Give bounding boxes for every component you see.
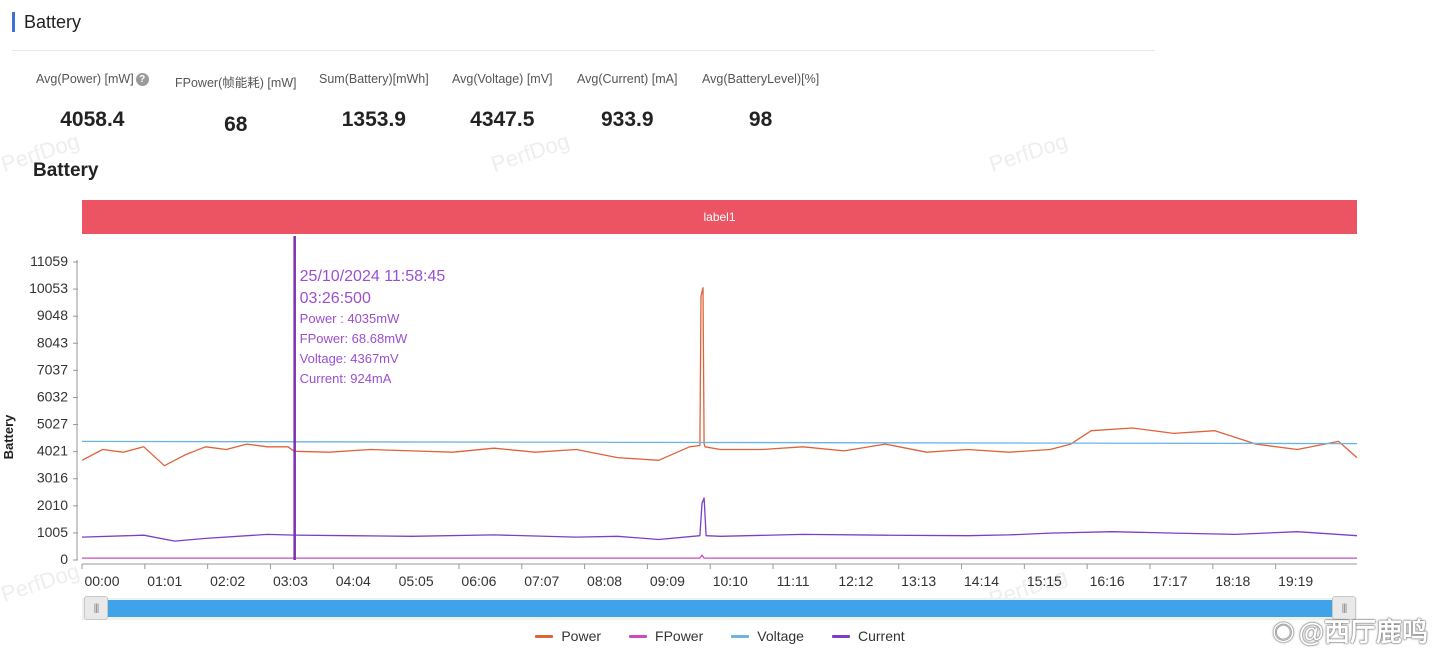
section-title: Battery: [24, 11, 82, 32]
x-tick-label: 16:16: [1090, 573, 1125, 589]
legend-item-power[interactable]: Power: [535, 628, 601, 644]
y-tick-label: 11059: [30, 253, 68, 269]
metric-fpower: FPower(帧能耗) [mW] 68: [175, 72, 297, 137]
tooltip-line: Current: 924mA: [300, 371, 392, 386]
weibo-watermark: ◉ @西厅鹿鸣: [1272, 612, 1428, 649]
legend-item-current[interactable]: Current: [831, 628, 905, 644]
x-tick-label: 05:05: [399, 573, 434, 589]
legend-swatch: [831, 634, 850, 638]
series-line-power: [81, 287, 1358, 467]
y-tick-label: 3016: [37, 470, 68, 486]
legend-label: FPower: [655, 628, 704, 644]
y-axis-label: Battery: [1, 414, 16, 460]
tooltip-line: Voltage: 4367mV: [300, 351, 399, 366]
metric-avg-current: Avg(Current) [mA] 933.9: [577, 72, 678, 132]
x-tick-label: 18:18: [1215, 573, 1250, 589]
legend-swatch: [731, 634, 750, 638]
metric-label: Avg(Voltage) [mV]: [452, 72, 553, 86]
tooltip-line: Power : 4035mW: [300, 311, 400, 326]
metric-value: 933.9: [600, 108, 654, 131]
range-slider-right-handle[interactable]: |||: [1332, 596, 1356, 620]
y-tick-label: 9048: [37, 307, 68, 323]
x-tick-label: 06:06: [461, 573, 496, 589]
x-tick-label: 04:04: [336, 573, 371, 589]
metric-avg-power: Avg(Power) [mW]? 4058.4: [36, 72, 149, 132]
metric-value: 4058.4: [60, 108, 125, 131]
legend-label: Voltage: [757, 628, 804, 644]
x-tick-label: 01:01: [147, 573, 182, 589]
legend-label: Power: [561, 628, 602, 644]
handle-grip-icon: |||: [1341, 602, 1348, 614]
x-tick-label: 09:09: [650, 573, 685, 589]
legend-swatch: [629, 634, 648, 638]
chart-title: Battery: [33, 160, 99, 181]
x-tick-label: 15:15: [1027, 573, 1062, 589]
y-tick-label: 0: [60, 551, 68, 567]
y-tick-label: 4021: [37, 443, 68, 459]
tooltip-time: 03:26:500: [300, 290, 371, 307]
metric-label: Avg(Current) [mA]: [577, 72, 678, 86]
label-bar-text: label1: [703, 210, 736, 224]
y-tick-label: 8043: [37, 334, 68, 350]
chart-legend: Power FPower Voltage Current: [0, 628, 1440, 644]
metric-value: 1353.9: [341, 108, 406, 131]
x-tick-label: 08:08: [587, 573, 622, 589]
y-tick-label: 5027: [37, 416, 68, 432]
metric-label: FPower(帧能耗) [mW]: [175, 76, 297, 90]
handle-grip-icon: |||: [93, 602, 100, 614]
x-tick-label: 19:19: [1278, 573, 1313, 589]
metric-sum-battery: Sum(Battery)[mWh] 1353.9: [319, 72, 429, 132]
weibo-handle: @西厅鹿鸣: [1298, 617, 1428, 647]
y-tick-label: 1005: [37, 524, 68, 540]
divider: [12, 50, 1155, 51]
x-tick-label: 17:17: [1152, 573, 1187, 589]
tooltip-line: FPower: 68.68mW: [300, 331, 408, 346]
metric-label: Avg(BatteryLevel)[%]: [702, 72, 820, 86]
metric-value: 4347.5: [470, 108, 535, 131]
x-tick-label: 00:00: [84, 573, 119, 589]
x-tick-label: 12:12: [838, 573, 873, 589]
range-slider-left-handle[interactable]: |||: [84, 596, 108, 620]
x-tick-label: 13:13: [901, 573, 936, 589]
x-tick-label: 14:14: [964, 573, 999, 589]
y-tick-label: 6032: [37, 388, 68, 404]
series-line-fpower: [82, 554, 1357, 559]
metric-avg-voltage: Avg(Voltage) [mV] 4347.5: [452, 72, 553, 132]
metric-value: 98: [748, 108, 773, 131]
legend-item-voltage[interactable]: Voltage: [731, 628, 804, 644]
series-line-voltage: [81, 440, 1358, 445]
help-icon[interactable]: ?: [135, 72, 149, 86]
x-tick-label: 02:02: [210, 573, 245, 589]
legend-label: Current: [857, 628, 905, 644]
label-bar[interactable]: label1: [82, 200, 1357, 234]
legend-swatch: [535, 634, 554, 638]
section-header: Battery: [12, 10, 81, 34]
tooltip-datetime: 25/10/2024 11:58:45: [300, 268, 446, 285]
metric-label: Avg(Power) [mW]: [36, 72, 134, 86]
y-tick-label: 7037: [37, 361, 68, 377]
section-accent-bar: [12, 12, 15, 32]
metric-value: 68: [224, 113, 248, 136]
x-tick-label: 03:03: [273, 573, 308, 589]
x-tick-label: 07:07: [524, 573, 559, 589]
x-tick-label: 10:10: [713, 573, 748, 589]
x-tick-label: 11:11: [777, 573, 810, 589]
series-line-current: [81, 497, 1358, 542]
range-slider-selection[interactable]: [100, 600, 1345, 617]
y-tick-label: 2010: [37, 497, 68, 513]
metric-avg-battery-level: Avg(BatteryLevel)[%] 98: [702, 72, 819, 132]
metric-label: Sum(Battery)[mWh]: [319, 72, 429, 86]
legend-item-fpower[interactable]: FPower: [629, 628, 703, 644]
y-tick-label: 10053: [29, 280, 68, 296]
weibo-icon: ◉: [1271, 615, 1295, 645]
